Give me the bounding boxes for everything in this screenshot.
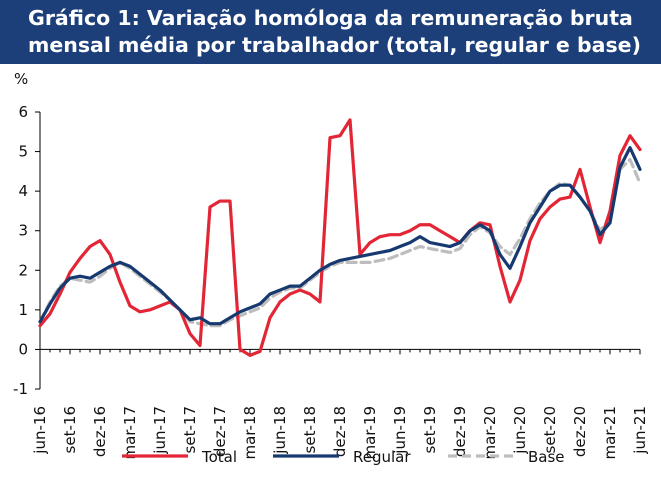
- chart-title-line-2: mensal média por trabalhador (total, reg…: [28, 33, 641, 57]
- x-tick-label: set-17: [181, 406, 199, 453]
- x-tick-label: mar-19: [361, 406, 379, 460]
- x-tick-label: set-19: [421, 406, 439, 453]
- x-tick-label: dez-19: [451, 406, 469, 457]
- series-line-total: [38, 118, 642, 357]
- x-tick-label: mar-21: [601, 406, 619, 460]
- x-tick-label: mar-17: [121, 406, 139, 460]
- x-tick-label: dez-18: [331, 406, 349, 457]
- x-tick-label: dez-20: [571, 406, 589, 457]
- x-tick-label: jun-21: [631, 406, 649, 455]
- series-line-regular: [38, 146, 642, 326]
- x-tick-label: set-20: [541, 406, 559, 453]
- legend-label-regular: Regular: [353, 448, 411, 466]
- x-tick-label: dez-17: [211, 406, 229, 457]
- line-chart: % -1 0 1 2 3 4 5 6 jun-16 set-16 dez-16 mar-17 jun-1…: [13, 70, 649, 466]
- y-tick-label: 0: [18, 340, 28, 358]
- y-tick-label: 3: [18, 222, 28, 240]
- x-tick-label: mar-18: [241, 406, 259, 460]
- y-axis-unit-label: %: [14, 70, 28, 88]
- y-tick-label: 1: [18, 301, 28, 319]
- chart-title: Gráfico 1: Variação homóloga da remunera…: [0, 0, 661, 64]
- x-tick-label: jun-18: [271, 406, 289, 455]
- x-tick-label: jun-20: [511, 406, 529, 455]
- x-tick-label: mar-20: [481, 406, 499, 460]
- x-tick-label: jun-17: [151, 406, 169, 455]
- series-layer: [38, 118, 642, 357]
- x-tick-label: set-16: [61, 406, 79, 453]
- x-tick-label: jun-19: [391, 406, 409, 455]
- x-tick-label: dez-16: [91, 406, 109, 457]
- x-tick-label: set-18: [301, 406, 319, 453]
- legend-label-base: Base: [528, 448, 565, 466]
- x-tick-label: jun-16: [31, 406, 49, 455]
- y-tick-label: -1: [13, 380, 28, 398]
- y-tick-label: 4: [18, 182, 28, 200]
- y-tick-label: 5: [18, 143, 28, 161]
- series-line-base: [38, 157, 642, 328]
- legend-label-total: Total: [201, 448, 237, 466]
- chart-axes: -1 0 1 2 3 4 5 6 jun-16 set-16 dez-16 mar-17 jun-17 s…: [13, 103, 649, 460]
- y-tick-label: 2: [18, 261, 28, 279]
- y-tick-label: 6: [18, 103, 28, 121]
- legend: Total Regular Base: [122, 448, 565, 466]
- chart-title-line-1: Gráfico 1: Variação homóloga da remunera…: [28, 6, 633, 30]
